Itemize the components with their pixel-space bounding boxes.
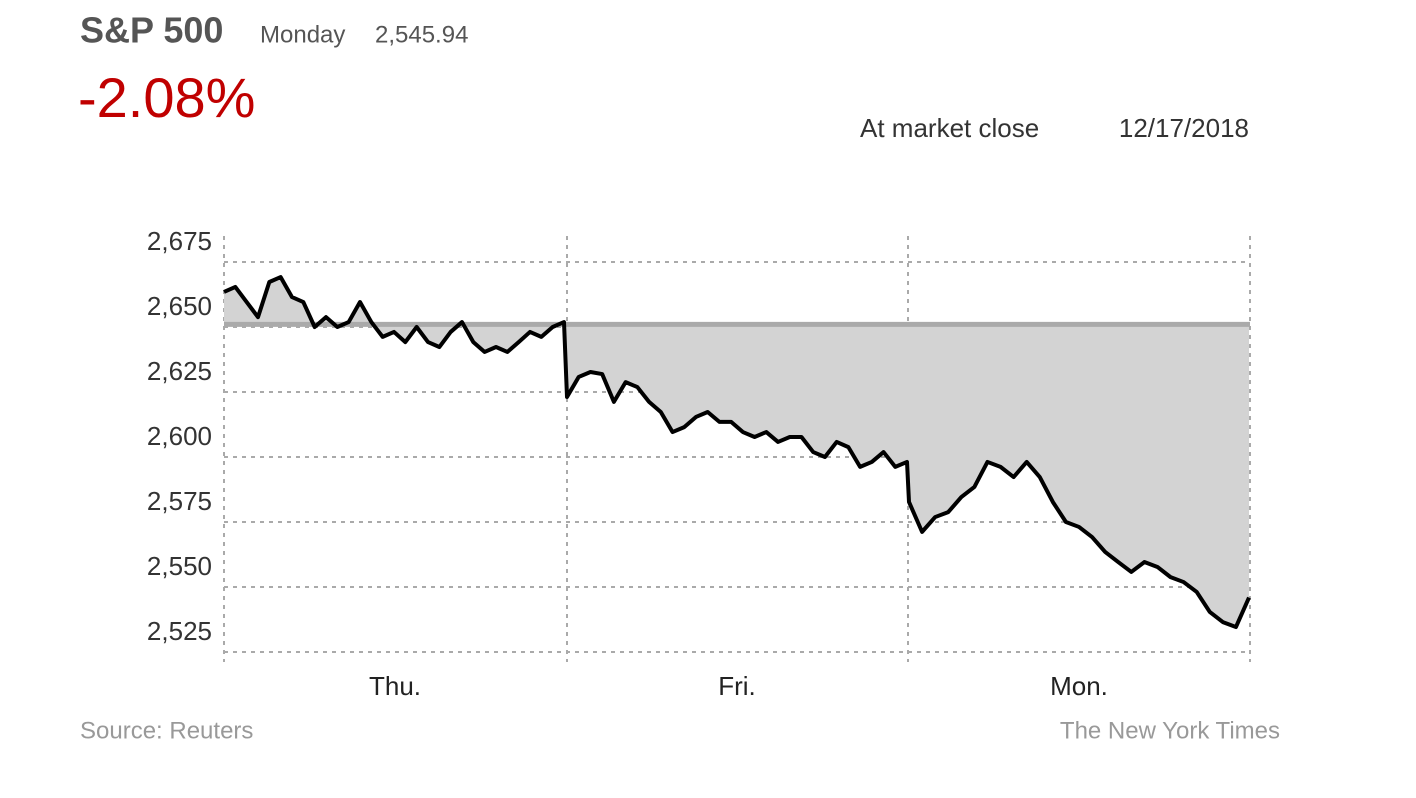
change: -2.08% bbox=[78, 66, 255, 129]
plot bbox=[223, 236, 1251, 662]
credit: The New York Times bbox=[1060, 717, 1280, 744]
y-tick-label: 2,625 bbox=[147, 356, 212, 386]
y-tick-label: 2,550 bbox=[147, 551, 212, 581]
index-name: S&P 500 bbox=[80, 10, 223, 51]
level: 2,545.94 bbox=[375, 21, 468, 48]
x-tick-label: Mon. bbox=[1050, 671, 1108, 701]
y-tick-label: 2,600 bbox=[147, 421, 212, 451]
date: 12/17/2018 bbox=[1119, 113, 1249, 143]
y-tick-label: 2,650 bbox=[147, 291, 212, 321]
y-tick-label: 2,575 bbox=[147, 486, 212, 516]
close-note: At market close bbox=[860, 113, 1039, 143]
y-tick-label: 2,675 bbox=[147, 226, 212, 256]
x-tick-label: Fri. bbox=[718, 671, 756, 701]
price-line bbox=[223, 275, 1251, 630]
x-tick-label: Thu. bbox=[369, 671, 421, 701]
source: Source: Reuters bbox=[80, 717, 253, 744]
day: Monday bbox=[260, 21, 345, 48]
y-tick-label: 2,525 bbox=[147, 616, 212, 646]
area bbox=[224, 277, 1249, 628]
